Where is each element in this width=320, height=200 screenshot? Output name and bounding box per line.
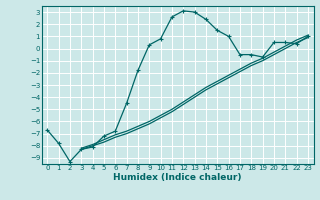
X-axis label: Humidex (Indice chaleur): Humidex (Indice chaleur)	[113, 173, 242, 182]
